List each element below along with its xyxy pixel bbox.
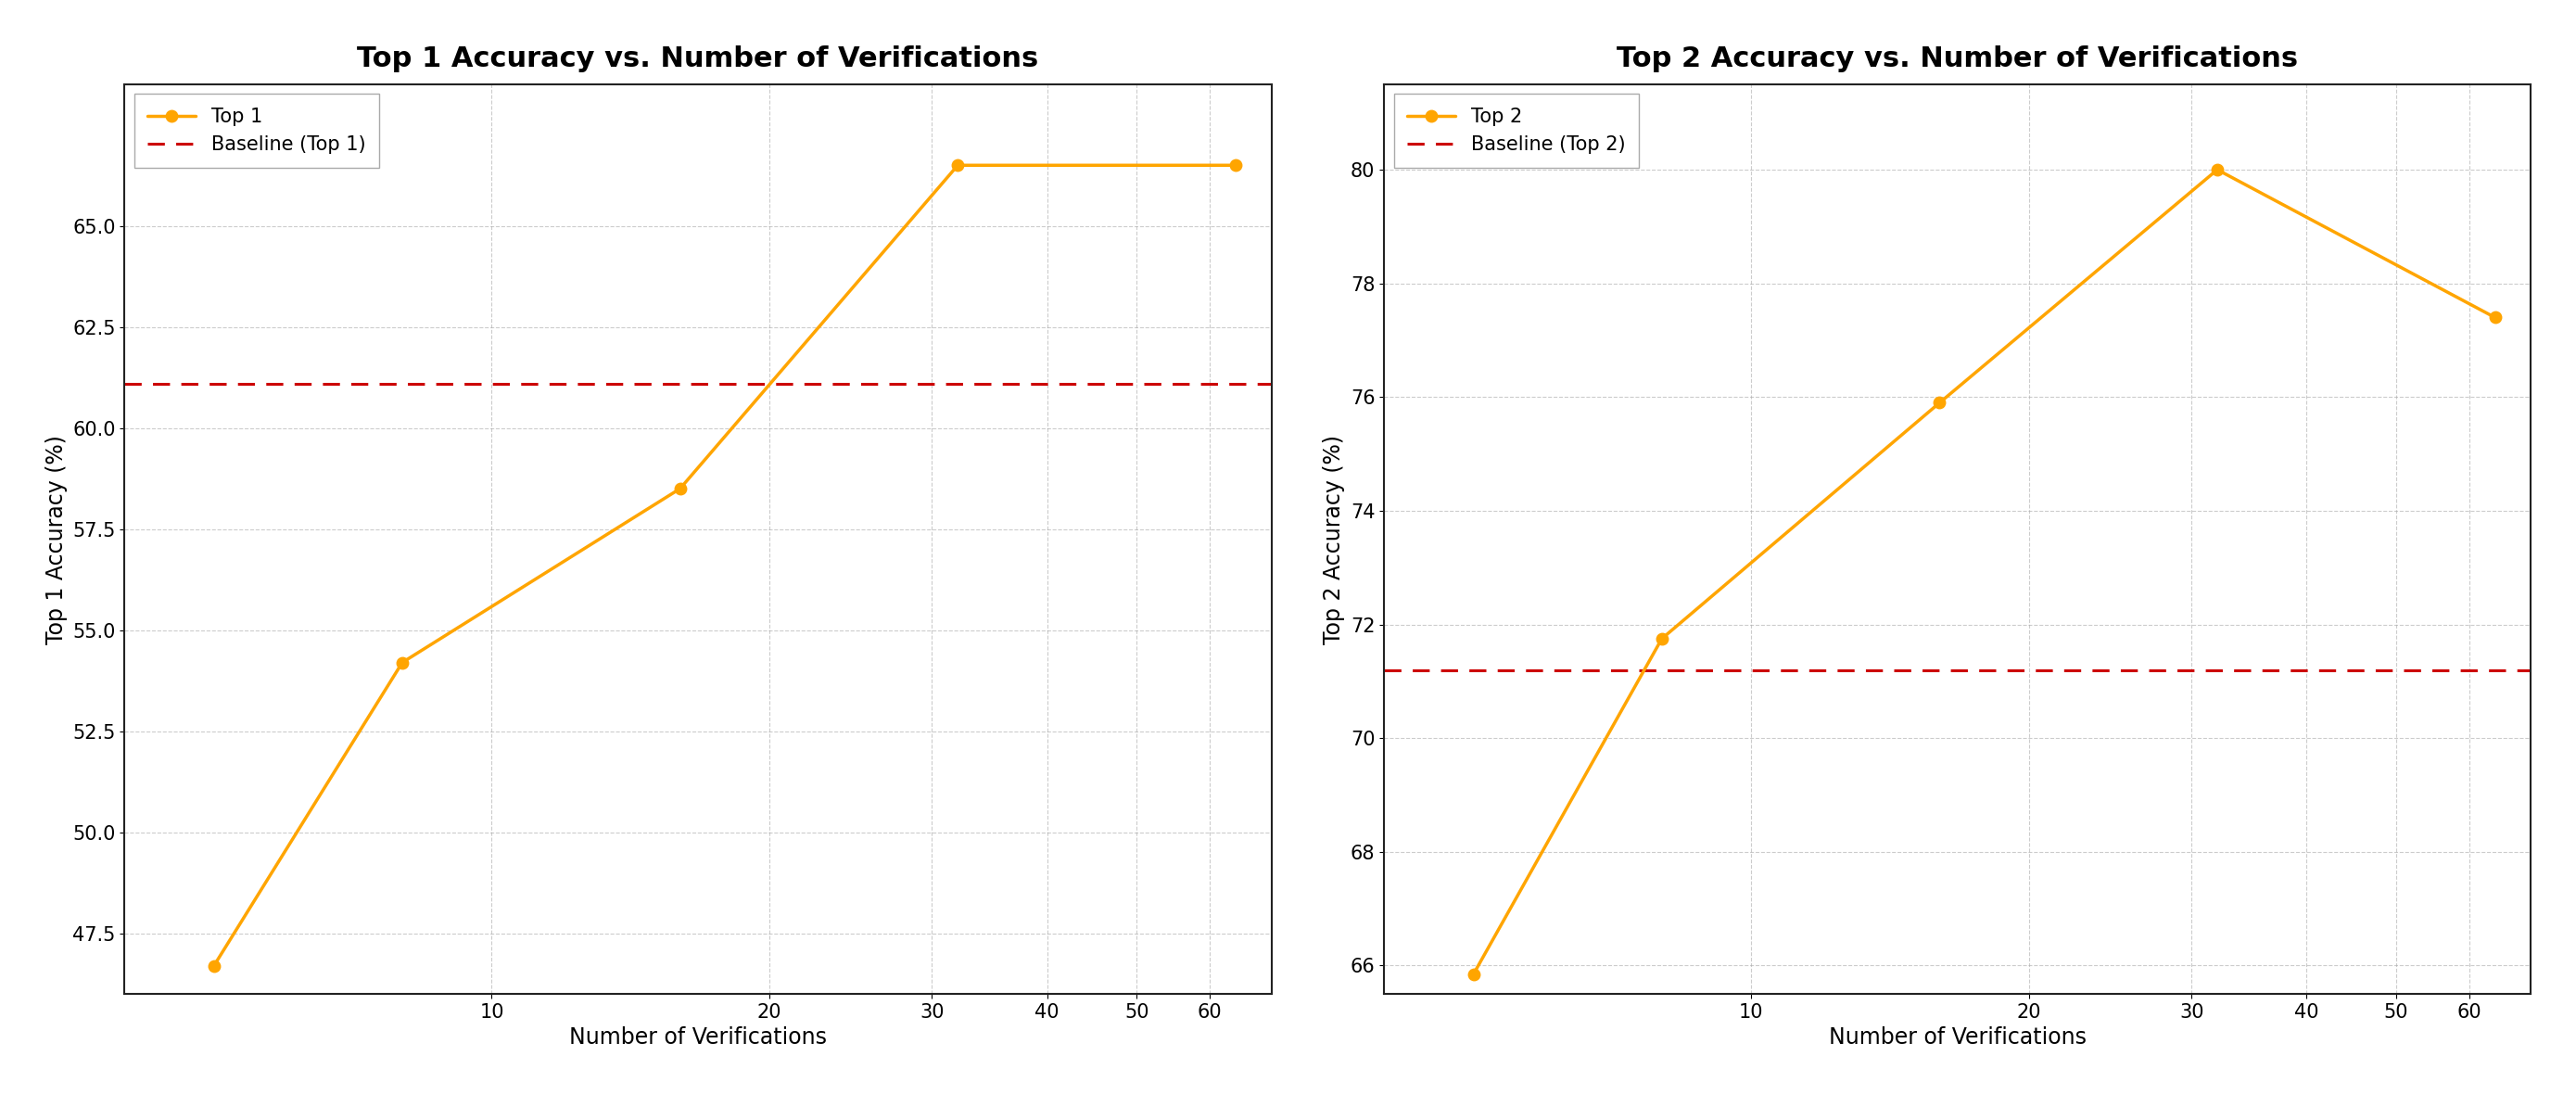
Baseline (Top 2) — [814, 663, 845, 676]
Top 2 — [2481, 311, 2512, 324]
Legend: Top 1, Baseline (Top 1): Top 1, Baseline (Top 1) — [134, 94, 379, 167]
X-axis label: Number of Verifications: Number of Verifications — [569, 1026, 827, 1049]
Top 1 — [386, 656, 417, 670]
Top 2 — [2202, 163, 2233, 176]
Legend: Top 2, Baseline (Top 2): Top 2, Baseline (Top 2) — [1394, 94, 1638, 167]
Top 2 — [1646, 632, 1677, 645]
Top 1 — [1221, 159, 1252, 172]
Top 2 — [1458, 967, 1489, 980]
Top 1 — [665, 482, 696, 496]
Top 1 — [198, 959, 229, 973]
Title: Top 2 Accuracy vs. Number of Verifications: Top 2 Accuracy vs. Number of Verificatio… — [1618, 45, 2298, 72]
X-axis label: Number of Verifications: Number of Verifications — [1829, 1026, 2087, 1049]
Y-axis label: Top 2 Accuracy (%): Top 2 Accuracy (%) — [1324, 434, 1345, 644]
Line: Top 1: Top 1 — [209, 160, 1242, 971]
Y-axis label: Top 1 Accuracy (%): Top 1 Accuracy (%) — [44, 434, 67, 644]
Top 1 — [943, 159, 974, 172]
Line: Top 2: Top 2 — [1468, 164, 2501, 980]
Title: Top 1 Accuracy vs. Number of Verifications: Top 1 Accuracy vs. Number of Verificatio… — [358, 45, 1038, 72]
Top 2 — [1924, 396, 1955, 409]
